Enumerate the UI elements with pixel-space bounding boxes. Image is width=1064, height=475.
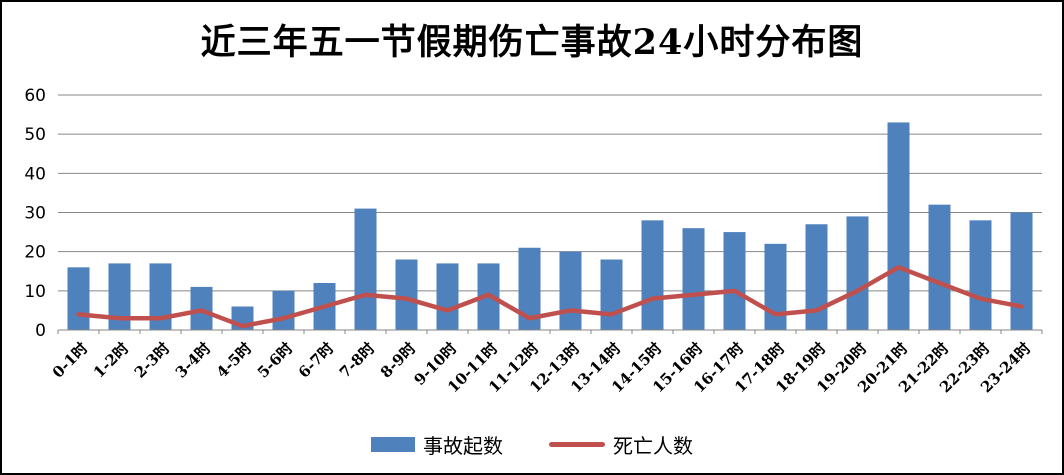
- x-tick-label: 4-5时: [213, 339, 256, 382]
- bar-0-1时: [67, 267, 90, 330]
- bar-7-8时: [354, 208, 377, 330]
- bar-14-15时: [641, 220, 664, 330]
- y-tick-label: 30: [24, 204, 46, 224]
- legend-item-deaths: 死亡人数: [549, 430, 693, 459]
- accidents-bar-swatch-icon: [371, 437, 415, 452]
- bar-12-13时: [559, 251, 582, 330]
- bar-20-21时: [887, 122, 910, 331]
- legend-label-deaths: 死亡人数: [613, 434, 693, 458]
- bar-22-23时: [969, 220, 992, 330]
- bar-8-9时: [395, 259, 418, 330]
- bar-17-18时: [764, 243, 787, 330]
- bar-1-2时: [108, 263, 131, 330]
- legend: 事故起数 死亡人数: [2, 430, 1062, 459]
- bar-13-14时: [600, 259, 623, 330]
- bar-16-17时: [723, 232, 746, 330]
- y-tick-label: 40: [24, 164, 46, 184]
- bar-9-10时: [436, 263, 459, 330]
- bar-19-20时: [846, 216, 869, 330]
- x-tick-label: 5-6时: [254, 339, 297, 382]
- bar-5-6时: [272, 290, 295, 330]
- deaths-line: [76, 265, 1024, 329]
- x-tick-label: 1-2时: [90, 339, 133, 382]
- y-tick-label: 20: [24, 243, 46, 263]
- bar-15-16时: [682, 228, 705, 330]
- deaths-line-swatch-icon: [549, 442, 605, 447]
- x-tick-label: 2-3时: [131, 339, 174, 382]
- x-tick-label: 0-1时: [49, 339, 92, 382]
- y-tick-label: 60: [24, 86, 46, 106]
- bar-23-24时: [1010, 212, 1033, 330]
- x-tick-label: 7-8时: [336, 339, 379, 382]
- chart-title: 近三年五一节假期伤亡事故24小时分布图: [200, 22, 864, 63]
- legend-label-accidents: 事故起数: [423, 434, 503, 458]
- y-tick-label: 50: [24, 125, 46, 145]
- bar-11-12时: [518, 247, 541, 330]
- x-tick-label: 6-7时: [295, 339, 338, 382]
- bar-21-22时: [928, 204, 951, 330]
- bar-2-3时: [149, 263, 172, 330]
- x-tick-label: 3-4时: [172, 339, 215, 382]
- y-tick-label: 0: [35, 321, 46, 341]
- y-tick-label: 10: [24, 282, 46, 302]
- legend-item-accidents: 事故起数: [371, 430, 503, 459]
- bar-18-19时: [805, 224, 828, 330]
